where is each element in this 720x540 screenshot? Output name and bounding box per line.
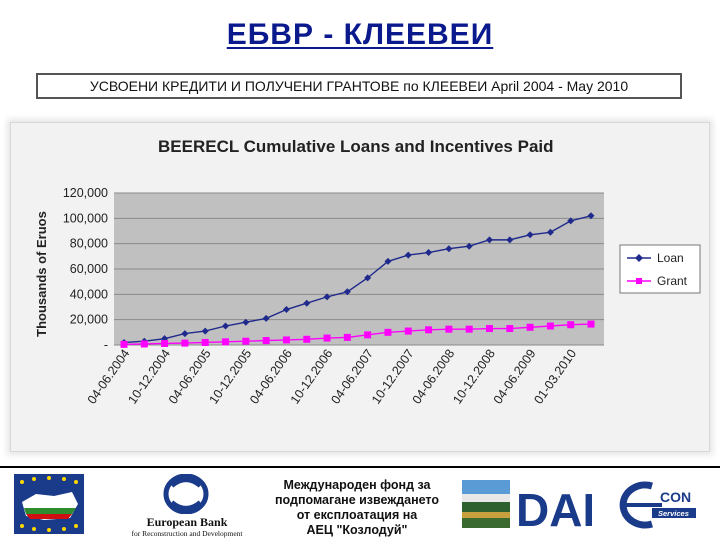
data-point-grant: [567, 321, 575, 329]
fund-text-line: от експлоатация на: [296, 508, 418, 522]
eu-bulgaria-logo: [14, 474, 84, 534]
subtitle-box: УСВОЕНИ КРЕДИТИ И ПОЛУЧЕНИ ГРАНТОВЕ по К…: [36, 73, 682, 99]
data-point-loan: [323, 293, 331, 301]
data-point-loan: [242, 318, 250, 326]
data-point-grant: [485, 325, 493, 333]
data-point-loan: [445, 245, 453, 253]
y-tick-label: -: [104, 338, 108, 352]
data-point-grant: [506, 325, 514, 333]
legend-loan-marker: [635, 254, 643, 262]
data-point-grant: [465, 325, 473, 333]
data-point-loan: [526, 231, 534, 239]
data-point-grant: [587, 320, 595, 328]
data-point-grant: [282, 336, 290, 344]
data-point-loan: [587, 212, 595, 220]
fund-text-line: АЕЦ "Козлодуй": [306, 523, 408, 537]
y-tick-label: 40,000: [70, 287, 108, 301]
y-tick-label: 100,000: [63, 211, 108, 225]
legend-box: [619, 244, 701, 294]
data-point-loan: [222, 322, 230, 330]
legend: Loan Grant: [619, 244, 701, 294]
data-point-loan: [364, 274, 372, 282]
data-point-loan: [404, 251, 412, 259]
chart-title: BEERECL Cumulative Loans and Incentives …: [158, 137, 554, 156]
y-tick-label: 60,000: [70, 262, 108, 276]
ebrd-subtitle: for Reconstruction and Development: [131, 529, 243, 538]
data-point-loan: [262, 314, 270, 322]
encon-logo: CON Services: [619, 481, 696, 529]
data-point-grant: [404, 327, 412, 335]
chart-frame: BEERECL Cumulative Loans and Incentives …: [10, 122, 710, 452]
data-point-loan: [303, 299, 311, 307]
series-loan: [120, 212, 595, 346]
encon-text: CON: [660, 489, 691, 505]
data-point-grant: [140, 340, 148, 348]
data-point-grant: [222, 338, 230, 346]
y-tick-label: 120,000: [63, 186, 108, 200]
fund-text: Международен фонд за подпомагане извежда…: [272, 478, 442, 538]
ebrd-name: European Bank: [146, 515, 228, 529]
data-point-grant: [323, 334, 331, 342]
encon-subtitle: Services: [658, 509, 689, 518]
page-title-text: ЕБВР - КЛЕЕВЕИ: [226, 18, 494, 51]
fund-text-line: подпомагане извеждането: [274, 493, 440, 507]
data-point-grant: [546, 322, 554, 330]
data-point-grant: [343, 333, 351, 341]
page-title: ЕБВР - КЛЕЕВЕИ: [0, 18, 720, 52]
data-point-loan: [546, 228, 554, 236]
x-tick-label: 01-03.2010: [531, 347, 579, 407]
data-point-loan: [425, 249, 433, 257]
data-point-loan: [161, 335, 169, 343]
ebrd-emblem: [163, 474, 209, 514]
data-point-grant: [384, 328, 392, 336]
data-point-loan: [181, 330, 189, 338]
data-point-grant: [425, 326, 433, 334]
legend-grant-marker: [636, 278, 642, 284]
data-point-grant: [201, 338, 209, 346]
data-point-loan: [567, 217, 575, 225]
legend-grant-label: Grant: [657, 274, 688, 288]
data-point-grant: [120, 340, 128, 348]
y-tick-label: 80,000: [70, 237, 108, 251]
dai-logo: DAI: [462, 480, 592, 530]
data-point-loan: [506, 236, 514, 244]
y-tick-label: 20,000: [70, 313, 108, 327]
data-point-grant: [526, 323, 534, 331]
data-point-grant: [445, 325, 453, 333]
chart-svg: BEERECL Cumulative Loans and Incentives …: [34, 137, 701, 407]
footer-divider: [0, 466, 720, 468]
data-point-grant: [242, 337, 250, 345]
legend-loan-label: Loan: [657, 251, 684, 265]
y-axis-label: Thousands of Eruos: [34, 211, 49, 337]
data-point-loan: [465, 242, 473, 250]
dai-text: DAI: [516, 484, 592, 530]
data-point-grant: [303, 335, 311, 343]
data-point-loan: [343, 288, 351, 296]
series-grant: [120, 320, 595, 348]
data-point-loan: [201, 327, 209, 335]
data-point-grant: [181, 339, 189, 347]
data-point-loan: [485, 236, 493, 244]
fund-text-line: Международен фонд за: [283, 478, 431, 492]
data-point-grant: [161, 339, 169, 347]
data-point-loan: [384, 257, 392, 265]
data-point-grant: [262, 337, 270, 345]
data-point-loan: [282, 306, 290, 314]
data-point-grant: [364, 331, 372, 339]
series-line-loan: [123, 215, 592, 344]
